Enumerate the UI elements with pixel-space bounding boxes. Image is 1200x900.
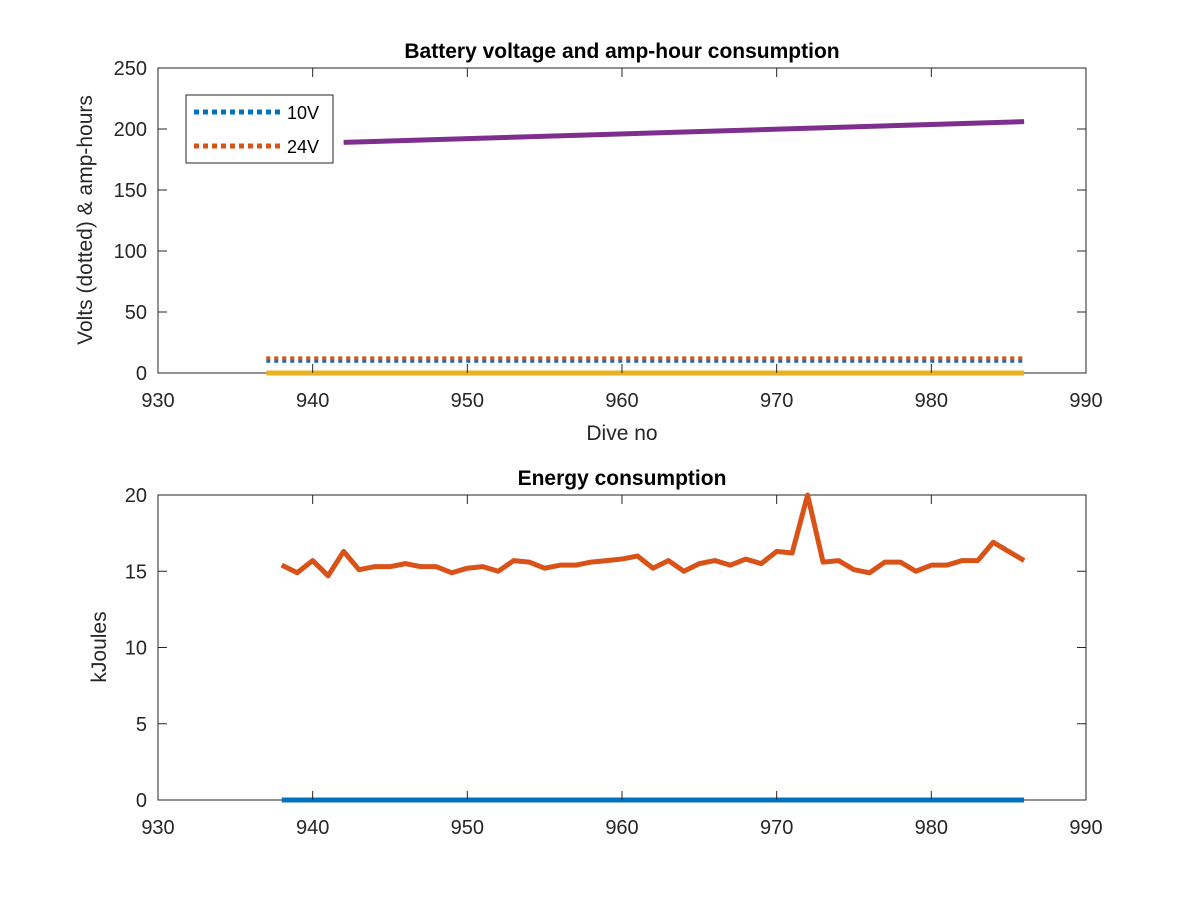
energy-x-tick-label: 970: [760, 817, 793, 839]
energy-y-tick-label: 0: [136, 790, 147, 812]
energy-y-tick-label: 10: [125, 638, 147, 660]
voltage-y-tick-label: 50: [125, 302, 147, 324]
voltage-x-axis-label: Dive no: [586, 422, 657, 445]
voltage-tick-group: 930 940 950 960 970 980 990 0 50 100 150 200 250: [114, 58, 1103, 412]
energy-chart-title: Energy consumption: [518, 467, 727, 490]
energy-y-tick-label: 20: [125, 485, 147, 507]
voltage-series-group: [266, 119, 1025, 376]
voltage-series-line-3: [343, 119, 1025, 145]
energy-y-tick-label: 15: [125, 561, 147, 583]
energy-tick-group: 930 940 950 960 970 980 990 0 5 10 15 20: [125, 485, 1103, 839]
energy-plot-box: [157, 494, 1087, 801]
legend-box: [185, 94, 334, 164]
voltage-chart-title: Battery voltage and amp-hour consumption: [404, 40, 839, 63]
energy-x-tick-label: 940: [296, 817, 329, 839]
energy-series-line-1: [280, 492, 1026, 579]
voltage-y-tick-label: 150: [114, 180, 147, 202]
voltage-x-tick-label: 950: [451, 390, 484, 412]
voltage-x-tick-label: 960: [605, 390, 638, 412]
energy-x-tick-label: 990: [1069, 817, 1102, 839]
voltage-y-tick-label: 0: [136, 363, 147, 385]
voltage-y-axis-label: Volts (dotted) & amp-hours: [74, 95, 97, 345]
voltage-x-tick-label: 990: [1069, 390, 1102, 412]
energy-x-tick-label: 960: [605, 817, 638, 839]
voltage-x-tick-label: 970: [760, 390, 793, 412]
legend-label-10v: 10V: [287, 103, 319, 123]
energy-x-tick-label: 980: [915, 817, 948, 839]
voltage-y-tick-label: 250: [114, 58, 147, 80]
energy-axes: 930 940 950 960 970 980 990 0 5 10 15 20 Energy con…: [88, 467, 1103, 839]
energy-x-tick-label: 950: [451, 817, 484, 839]
voltage-x-tick-label: 980: [915, 390, 948, 412]
energy-series-group: [280, 492, 1026, 803]
voltage-y-tick-label: 200: [114, 119, 147, 141]
energy-y-axis-label: kJoules: [88, 611, 111, 682]
voltage-y-tick-label: 100: [114, 241, 147, 263]
voltage-axes: 930 940 950 960 970 980 990 0 50 100 150 200 250 Bat…: [74, 40, 1103, 445]
energy-y-tick-label: 5: [136, 714, 147, 736]
legend: 10V 24V: [185, 94, 334, 164]
voltage-x-tick-label: 930: [141, 390, 174, 412]
voltage-x-tick-label: 940: [296, 390, 329, 412]
energy-x-tick-label: 930: [141, 817, 174, 839]
legend-label-24v: 24V: [287, 137, 319, 157]
